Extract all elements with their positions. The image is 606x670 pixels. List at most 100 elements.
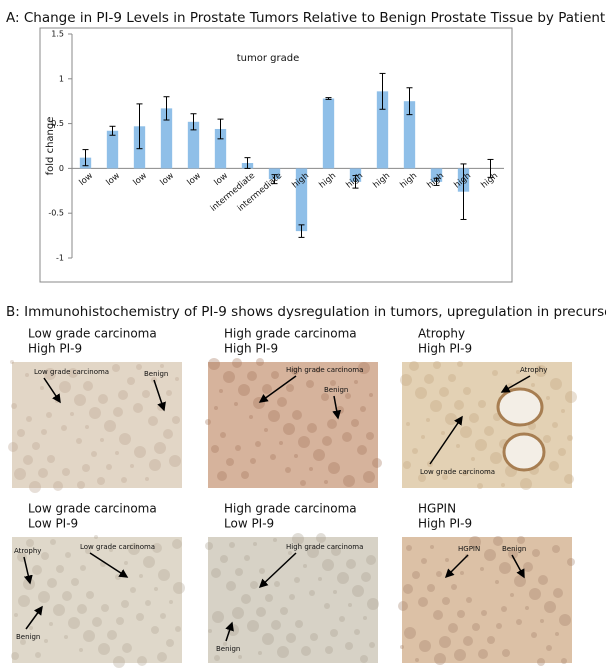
x-tick-label: low — [104, 171, 122, 188]
tissue-texture — [264, 428, 268, 432]
tissue-texture — [448, 623, 458, 633]
tissue-texture — [567, 435, 573, 441]
tissue-texture — [327, 419, 337, 429]
tissue-texture — [47, 578, 57, 588]
tissue-texture — [113, 407, 123, 417]
tissue-texture — [484, 426, 494, 436]
bar — [322, 98, 335, 169]
tissue-texture — [62, 468, 70, 476]
error-bar — [325, 97, 332, 100]
tissue-texture — [331, 546, 341, 556]
x-tick-label: low — [77, 171, 95, 188]
panel-caption: Low PI-9 — [28, 517, 78, 531]
tissue-texture — [363, 616, 367, 620]
tissue-texture — [133, 403, 143, 413]
image-label: Low grade carcinoma — [34, 368, 109, 376]
x-tick-label: low — [158, 171, 176, 188]
tissue-texture — [310, 633, 318, 641]
tissue-texture — [274, 581, 280, 587]
tissue-texture — [550, 378, 562, 390]
tissue-texture — [97, 477, 105, 485]
tissue-texture — [172, 539, 182, 549]
tissue-texture — [306, 380, 314, 388]
tissue-texture — [115, 574, 121, 580]
tissue-texture — [134, 446, 146, 458]
tissue-texture — [339, 367, 343, 371]
tissue-texture — [409, 361, 419, 371]
error-bar — [82, 149, 89, 167]
tissue-texture — [85, 425, 89, 429]
tissue-texture — [369, 393, 373, 397]
tissue-texture — [118, 390, 128, 400]
x-tick-label: high — [371, 171, 392, 191]
tissue-texture — [235, 445, 241, 451]
chart-frame — [39, 27, 513, 283]
tissue-texture — [472, 623, 480, 631]
tissue-texture — [175, 377, 179, 381]
tissue-texture — [262, 384, 272, 394]
y-axis-label: fold change — [45, 117, 56, 176]
tissue-texture — [288, 551, 292, 555]
tissue-texture — [220, 432, 226, 438]
tissue-texture — [68, 617, 80, 629]
x-tick-label: low — [212, 171, 230, 188]
tissue-texture — [502, 649, 510, 657]
tissue-texture — [115, 451, 119, 455]
tissue-texture — [330, 380, 336, 386]
tissue-texture — [421, 558, 427, 564]
tissue-texture — [121, 477, 127, 483]
tissue-texture — [345, 393, 351, 399]
tissue-texture — [337, 572, 349, 584]
tissue-texture — [77, 481, 85, 489]
tissue-texture — [169, 600, 173, 604]
tissue-texture — [294, 454, 298, 458]
tissue-texture — [469, 536, 481, 548]
y-tick-label: 0 — [59, 164, 64, 173]
image-label: Atrophy — [520, 366, 547, 374]
tissue-texture — [303, 564, 307, 568]
tissue-texture — [360, 655, 368, 663]
tissue-texture — [439, 636, 451, 648]
tissue-texture — [173, 582, 185, 594]
tissue-texture — [510, 593, 514, 597]
x-tick-label: high — [425, 171, 446, 191]
tissue-texture — [92, 617, 102, 627]
arrow — [511, 554, 525, 579]
tissue-texture — [343, 475, 355, 487]
tissue-texture — [56, 565, 64, 573]
tissue-texture — [400, 645, 404, 649]
tissue-texture — [232, 607, 244, 619]
tissue-texture — [508, 549, 518, 559]
tissue-texture — [294, 577, 300, 583]
tissue-texture — [426, 418, 430, 422]
tissue-texture — [44, 368, 56, 380]
tissue-texture — [65, 552, 71, 558]
tissue-texture — [307, 546, 319, 558]
tissue-texture — [415, 658, 419, 662]
tissue-texture — [116, 617, 124, 625]
tissue-texture — [565, 391, 577, 403]
tissue-texture — [454, 400, 464, 410]
tissue-texture — [10, 360, 14, 364]
tissue-texture — [259, 568, 265, 574]
tissue-texture — [406, 422, 410, 426]
tissue-texture — [291, 367, 299, 375]
tissue-texture — [277, 646, 289, 658]
bar — [160, 108, 173, 169]
x-tick-label: high — [317, 171, 338, 191]
tissue-texture — [445, 558, 449, 562]
tissue-texture — [460, 426, 472, 438]
panel-caption: High PI-9 — [418, 517, 472, 531]
panel-caption: High PI-9 — [28, 342, 82, 356]
panel-caption: Low PI-9 — [224, 517, 274, 531]
image-label: Low grade carcinoma — [420, 468, 495, 476]
tissue-texture — [169, 455, 181, 467]
tissue-texture — [418, 474, 426, 482]
tissue-texture — [94, 535, 98, 539]
tissue-texture — [322, 436, 332, 446]
micrograph — [12, 537, 182, 663]
tissue-texture — [14, 613, 18, 617]
tissue-texture — [262, 633, 274, 645]
micrograph — [208, 362, 378, 488]
tissue-texture — [35, 652, 41, 658]
